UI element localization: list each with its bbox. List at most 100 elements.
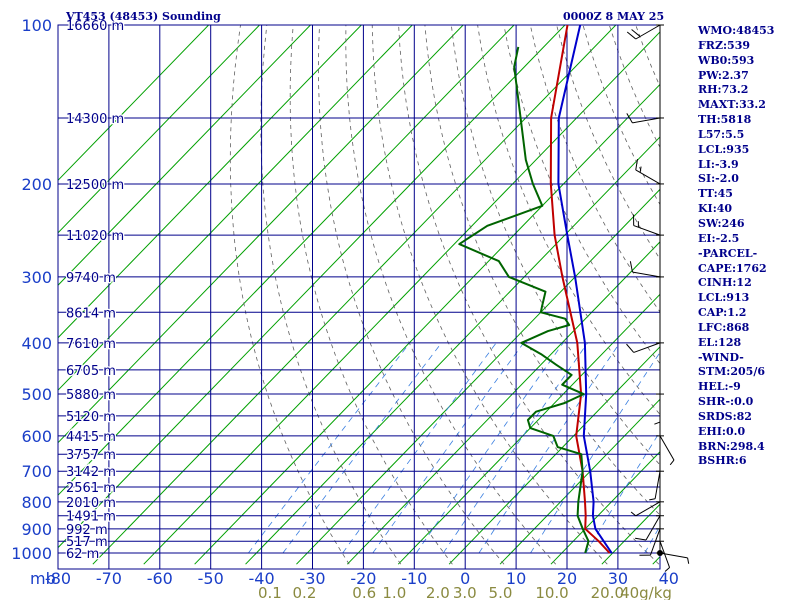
parcel-profile	[558, 25, 611, 553]
index-line: EI:-2.5	[698, 232, 798, 247]
mixing-ratio-line	[586, 343, 716, 553]
index-line: CAP:1.2	[698, 306, 798, 321]
dry-adiabat-line	[261, 1, 401, 564]
pressure-tick-label: 200	[21, 175, 52, 194]
mixing-ratio-label: 3.0	[453, 584, 477, 600]
mixing-ratio-label: 0.2	[293, 584, 317, 600]
dewpoint-profile	[459, 47, 588, 553]
index-line: TT:45	[698, 187, 798, 202]
index-line: SW:246	[698, 217, 798, 232]
index-line: LCL:935	[698, 143, 798, 158]
observation-time: 0000Z 8 MAY 25	[563, 10, 664, 23]
wind-barb	[636, 159, 660, 184]
mixing-ratio-line	[479, 343, 620, 553]
mixing-ratio-label: 5.0	[489, 584, 513, 600]
index-line: EHI:0.0	[698, 425, 798, 440]
index-line: BSHR:6	[698, 454, 798, 469]
index-line: WB0:593	[698, 54, 798, 69]
height-label: 8614 m	[66, 306, 116, 321]
wind-barb	[660, 541, 670, 571]
pressure-tick-label: 600	[21, 427, 52, 446]
mixing-ratio-line	[343, 343, 497, 553]
index-line: KI:40	[698, 202, 798, 217]
pressure-tick-label: 700	[21, 462, 52, 481]
index-line: SHR-:0.0	[698, 395, 798, 410]
mixing-ratio-label: 1.0	[382, 584, 406, 600]
pressure-tick-label: 400	[21, 334, 52, 353]
index-line: BRN:298.4	[698, 440, 798, 455]
pressure-tick-label: 800	[21, 493, 52, 512]
index-line: FRZ:539	[698, 39, 798, 54]
dry-adiabat-line	[372, 1, 607, 564]
pressure-tick-label: 1000	[11, 544, 52, 563]
mixing-ratio-line	[248, 343, 409, 553]
mixing-ratio-label: 10.0	[535, 584, 568, 600]
isotherm-line	[195, 1, 741, 564]
index-line: STM:205/6	[698, 365, 798, 380]
index-line: MAXT:33.2	[698, 98, 798, 113]
index-line: LFC:868	[698, 321, 798, 336]
index-line: -PARCEL-	[698, 247, 798, 262]
index-line: CINH:12	[698, 276, 798, 291]
mixing-ratio-line	[283, 343, 442, 553]
index-line: EL:128	[698, 336, 798, 351]
index-line: SRDS:82	[698, 410, 798, 425]
temperature-tick-label: -70	[96, 569, 122, 588]
mixing-ratio-label: 0.6	[352, 584, 376, 600]
wind-barb	[660, 436, 674, 465]
index-line: RH:73.2	[698, 83, 798, 98]
pressure-tick-label: 300	[21, 268, 52, 287]
height-label: 12500 m	[66, 178, 124, 193]
wind-barb	[630, 261, 660, 277]
height-label: 3757 m	[66, 448, 116, 463]
mixing-ratio-label: 2.0	[426, 584, 450, 600]
dry-adiabat-line	[319, 1, 505, 564]
dry-adiabat-line	[398, 1, 659, 564]
wind-barb	[660, 553, 689, 564]
temperature-profile	[551, 25, 610, 553]
height-label: 5120 m	[66, 410, 116, 425]
index-line: CAPE:1762	[698, 262, 798, 277]
height-label: 6705 m	[66, 364, 116, 379]
pressure-tick-label: 100	[21, 16, 52, 35]
index-line: HEL:-9	[698, 380, 798, 395]
mixing-ratio-label: 40g/kg	[620, 584, 672, 600]
height-label: 62 m	[66, 547, 99, 562]
height-label: 11020 m	[66, 229, 124, 244]
temperature-tick-label: -80	[45, 569, 71, 588]
pressure-tick-label: 900	[21, 520, 52, 539]
temperature-tick-label: -50	[198, 569, 224, 588]
mixing-ratio-label: 20.0	[591, 584, 624, 600]
height-label: 2010 m	[66, 496, 116, 511]
pressure-tick-label: 500	[21, 385, 52, 404]
wind-barb	[649, 471, 660, 500]
height-label: 5880 m	[66, 388, 116, 403]
height-label: 7610 m	[66, 337, 116, 352]
surface-marker	[657, 550, 663, 556]
isotherm-line	[42, 1, 588, 564]
mixing-ratio-line	[373, 343, 524, 553]
height-label: 9740 m	[66, 271, 116, 286]
dry-adiabat-line	[230, 1, 349, 564]
index-line: SI:-2.0	[698, 172, 798, 187]
height-label: 14300 m	[66, 112, 124, 127]
station-title: VT453 (48453) Sounding	[66, 10, 221, 23]
index-line: -WIND-	[698, 351, 798, 366]
index-line: LCL:913	[698, 291, 798, 306]
wind-barb	[635, 516, 660, 540]
index-line: WMO:48453	[698, 24, 798, 39]
mixing-ratio-label: 0.1	[258, 584, 282, 600]
height-label: 4415 m	[66, 430, 116, 445]
index-line: L57:5.5	[698, 128, 798, 143]
index-line: TH:5818	[698, 113, 798, 128]
index-line: PW:2.37	[698, 69, 798, 84]
wind-barb	[627, 343, 660, 353]
wind-barb	[654, 394, 660, 424]
wind-barb	[634, 215, 660, 236]
height-label: 2561 m	[66, 481, 116, 496]
temperature-tick-label: -60	[147, 569, 173, 588]
index-line: LI:-3.9	[698, 158, 798, 173]
